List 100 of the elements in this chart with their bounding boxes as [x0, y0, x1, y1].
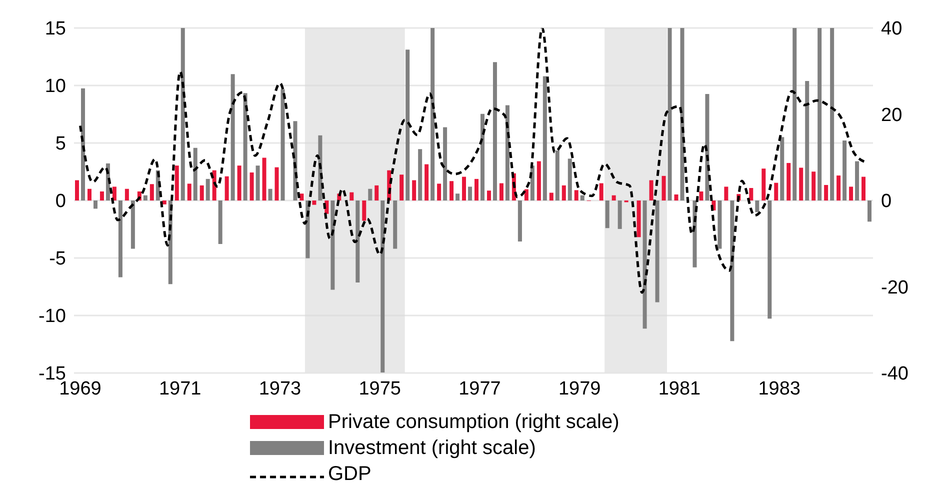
bar	[162, 200, 166, 204]
bar	[499, 183, 504, 200]
x-tick-label: 1983	[758, 378, 801, 400]
bar	[542, 76, 547, 200]
bar	[193, 148, 198, 200]
bar	[812, 172, 816, 200]
bar	[749, 188, 754, 200]
bar	[762, 168, 766, 200]
bar	[93, 200, 98, 209]
x-tick-label: 1975	[358, 378, 402, 400]
bar	[150, 184, 154, 200]
bar	[649, 180, 654, 200]
bar	[262, 158, 266, 200]
bar	[100, 191, 104, 200]
bar	[274, 167, 279, 200]
bar	[81, 88, 85, 200]
x-tick-label: 1981	[658, 378, 701, 400]
bar	[393, 200, 398, 249]
bar	[655, 200, 660, 302]
legend-label: GDP	[328, 462, 372, 487]
bar	[330, 200, 335, 290]
y2-tick-label: 20	[881, 104, 902, 126]
legend-label: Private consumption (right scale)	[328, 410, 620, 435]
bar	[180, 28, 185, 200]
bar	[605, 200, 610, 228]
bar	[368, 188, 372, 200]
y2-tick-label: 40	[881, 18, 902, 40]
bar	[356, 200, 360, 282]
bar	[243, 93, 248, 200]
bar	[774, 182, 778, 200]
bar	[824, 184, 828, 200]
bar	[187, 184, 192, 200]
bar	[87, 188, 92, 200]
bar	[780, 137, 784, 200]
bar	[143, 195, 148, 200]
bar	[200, 185, 204, 200]
bar	[730, 200, 734, 342]
bar	[350, 192, 354, 200]
y-tick-label: 10	[44, 76, 66, 98]
bar	[268, 188, 272, 200]
bar	[668, 28, 672, 200]
bar	[130, 200, 135, 249]
legend-label: Investment (right scale)	[328, 436, 536, 461]
bar	[124, 188, 129, 200]
bar	[768, 200, 772, 319]
bar	[174, 166, 179, 200]
bar	[362, 200, 366, 221]
bar	[868, 200, 872, 222]
y-tick-label: 5	[55, 134, 66, 155]
bar	[112, 186, 116, 200]
bar	[218, 200, 222, 244]
bar	[480, 114, 484, 200]
bar	[805, 81, 810, 200]
y-tick-label: -5	[49, 248, 66, 270]
bar	[250, 172, 254, 200]
bar	[462, 176, 466, 200]
bar	[486, 190, 491, 200]
bar	[300, 194, 304, 200]
y-tick-label: 15	[44, 18, 66, 40]
bar	[549, 192, 554, 200]
bar	[636, 200, 641, 238]
y2-tick-label: -40	[881, 364, 908, 385]
bar	[612, 195, 616, 200]
bar	[118, 200, 122, 278]
x-tick-label: 1971	[158, 378, 202, 400]
bar	[237, 166, 242, 200]
bar	[580, 195, 584, 200]
bar	[456, 194, 460, 200]
bar	[680, 28, 684, 200]
bar	[842, 140, 847, 200]
bar	[492, 62, 497, 200]
y2-tick-label: 0	[881, 191, 892, 212]
bar	[755, 200, 760, 212]
x-tick-label: 1973	[258, 378, 302, 400]
bar	[412, 180, 416, 200]
bar	[599, 183, 604, 200]
bar	[618, 200, 622, 229]
bar	[524, 189, 528, 200]
bar	[792, 28, 797, 200]
bar	[450, 181, 454, 200]
bar	[536, 161, 541, 200]
x-tick-label: 1979	[558, 378, 601, 400]
bar	[380, 200, 385, 373]
bar	[799, 168, 804, 200]
bar	[374, 185, 379, 200]
bar	[674, 194, 678, 200]
bar	[424, 164, 429, 200]
bar	[468, 186, 472, 200]
bar	[718, 200, 722, 249]
bar	[862, 176, 866, 200]
bar	[818, 28, 822, 200]
y-tick-label: 0	[55, 191, 66, 212]
bar	[437, 184, 442, 200]
y2-tick-label: -20	[881, 277, 908, 298]
bar	[555, 150, 560, 200]
bar	[855, 161, 860, 200]
bar	[836, 175, 841, 200]
bar	[474, 178, 478, 200]
bar	[206, 178, 210, 200]
bar	[699, 191, 704, 200]
